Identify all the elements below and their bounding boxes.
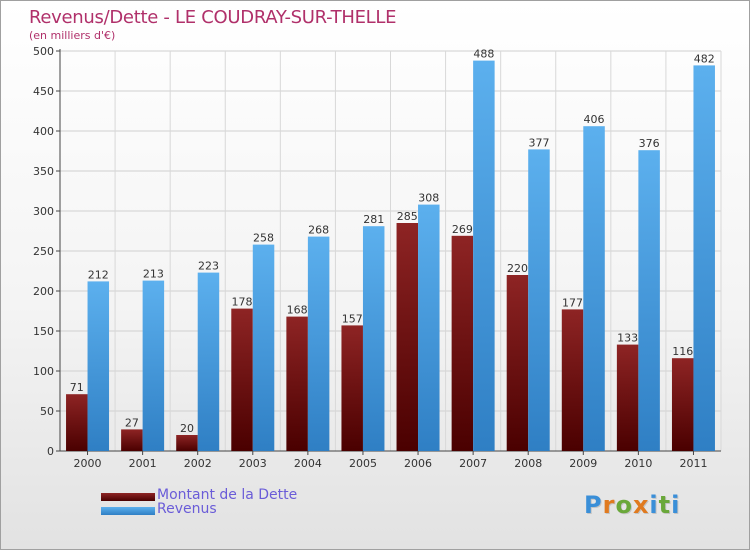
legend-label-revenus: Revenus	[157, 501, 217, 517]
bar-revenus	[252, 244, 275, 451]
bar-revenus	[418, 204, 440, 451]
data-label-revenus: 213	[143, 268, 164, 281]
data-label-revenus: 212	[88, 268, 109, 281]
legend-swatch-debt	[101, 493, 155, 501]
x-tick-label: 2010	[624, 457, 652, 470]
data-label-revenus: 281	[363, 213, 384, 226]
bar-dette	[176, 435, 198, 451]
y-tick-label: 350	[33, 165, 54, 178]
bar-revenus	[693, 65, 715, 452]
grid-lines	[59, 50, 722, 452]
data-label-revenus: 377	[528, 136, 549, 149]
data-label-revenus: 406	[584, 113, 605, 126]
bar-dette	[561, 309, 584, 451]
y-tick-label: 300	[33, 205, 54, 218]
bar-dette	[286, 316, 308, 451]
bar-revenus	[583, 126, 605, 451]
bar-dette	[506, 275, 529, 451]
data-label-dette: 285	[397, 210, 418, 223]
y-tick-label: 400	[33, 125, 54, 138]
bar-revenus	[307, 236, 330, 451]
data-label-dette: 133	[617, 332, 638, 345]
x-tick-label: 2004	[294, 457, 322, 470]
x-tick-label: 2011	[679, 457, 707, 470]
data-label-dette: 168	[287, 304, 308, 317]
data-label-revenus: 268	[308, 224, 329, 237]
data-label-dette: 178	[232, 296, 253, 309]
y-tick-label: 100	[33, 365, 54, 378]
data-label-revenus: 488	[473, 48, 494, 61]
x-tick-label: 2006	[404, 457, 432, 470]
data-label-dette: 220	[507, 262, 528, 275]
x-tick-label: 2008	[514, 457, 542, 470]
x-tick-label: 2003	[239, 457, 267, 470]
data-label-dette: 269	[452, 223, 473, 236]
chart-unit-label: (en milliers d'€)	[29, 29, 116, 42]
data-label-dette: 116	[672, 345, 693, 358]
x-tick-label: 2001	[129, 457, 157, 470]
data-label-dette: 177	[562, 296, 583, 309]
data-label-revenus: 223	[198, 260, 219, 273]
bar-revenus	[528, 149, 550, 451]
legend-swatch-revenus	[101, 507, 155, 515]
y-tick-label: 250	[33, 245, 54, 258]
y-tick-label: 150	[33, 325, 54, 338]
bar-dette	[671, 358, 694, 451]
bar-revenus	[638, 150, 660, 451]
bar-revenus	[142, 280, 165, 451]
data-label-revenus: 258	[253, 232, 274, 245]
x-tick-label: 2005	[349, 457, 377, 470]
legend-label-debt: Montant de la Dette	[157, 487, 298, 503]
y-tick-label: 200	[33, 285, 54, 298]
bar-dette	[451, 235, 474, 451]
bar-dette	[121, 429, 143, 451]
y-tick-label: 0	[47, 445, 54, 458]
y-tick-label: 450	[33, 85, 54, 98]
x-tick-label: 2007	[459, 457, 487, 470]
data-label-dette: 27	[125, 416, 139, 429]
bar-dette	[66, 394, 88, 451]
y-tick-label: 500	[33, 45, 54, 58]
axes: 0 50 100 150 200 250 300 350 400 450 500 2000 2001 20…	[33, 45, 721, 470]
bar-revenus	[362, 226, 385, 451]
x-tick-label: 2002	[184, 457, 212, 470]
x-tick-label: 2000	[74, 457, 102, 470]
y-tick-label: 50	[40, 405, 54, 418]
proxiti-logo: Proxiti	[584, 491, 681, 519]
bar-dette	[341, 325, 363, 451]
data-label-revenus: 308	[418, 192, 439, 205]
data-label-dette: 20	[180, 422, 194, 435]
bars	[66, 60, 715, 452]
bar-revenus	[473, 60, 495, 451]
x-tick-label: 2009	[569, 457, 597, 470]
bar-dette	[231, 308, 253, 451]
bar-dette	[396, 223, 419, 451]
data-label-dette: 157	[342, 312, 363, 325]
data-label-revenus: 376	[639, 137, 660, 150]
bar-revenus	[87, 281, 110, 451]
data-label-revenus: 482	[694, 52, 715, 65]
bar-dette	[616, 344, 639, 451]
chart-title: Revenus/Dette - LE COUDRAY-SUR-THELLE	[29, 7, 397, 28]
data-label-dette: 71	[70, 381, 84, 394]
bar-revenus	[197, 272, 220, 451]
